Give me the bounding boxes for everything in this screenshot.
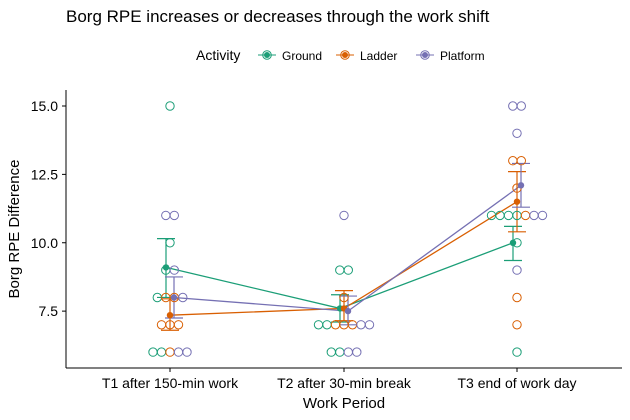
legend-title: Activity — [196, 47, 240, 63]
data-point — [339, 210, 349, 221]
mean-point — [170, 294, 178, 301]
data-point — [173, 320, 184, 330]
mean-point — [166, 312, 174, 319]
data-point — [156, 347, 167, 357]
data-point — [322, 320, 332, 330]
data-point — [512, 128, 522, 139]
mean-point — [344, 307, 352, 315]
legend-item-ground: Ground — [258, 49, 322, 63]
data-point — [335, 265, 345, 275]
data-point — [364, 320, 375, 330]
y-tick-label: 12.5 — [31, 166, 58, 182]
mean-point — [517, 182, 525, 189]
plot-area: 7.5 10.0 12.5 15.0 T1 after 150-min work T2 … — [31, 90, 622, 391]
legend-key-circle — [420, 50, 430, 60]
chart-title: Borg RPE increases or decreases through … — [66, 7, 490, 26]
data-point — [512, 320, 522, 330]
data-point — [165, 238, 175, 248]
y-tick-label: 15.0 — [31, 98, 58, 114]
legend: Activity Ground Ladder Platform — [196, 47, 485, 63]
legend-items: Ground Ladder Platform — [258, 49, 485, 63]
mean-point — [509, 239, 517, 246]
y-tick-label: 7.5 — [39, 303, 59, 319]
legend-label: Ladder — [360, 49, 397, 63]
x-tick-label: T2 after 30-min break — [277, 375, 412, 391]
legend-key-circle — [340, 50, 350, 60]
mean-points — [162, 182, 525, 319]
data-points — [148, 101, 548, 357]
legend-item-ladder: Ladder — [336, 49, 397, 63]
legend-key-dot — [342, 52, 348, 58]
data-point — [352, 347, 362, 357]
legend-key-dot — [264, 52, 270, 58]
legend-key-circle — [262, 50, 272, 60]
y-tick-label: 10.0 — [31, 235, 58, 251]
data-point — [503, 210, 514, 221]
data-point — [156, 320, 167, 330]
data-point — [165, 101, 175, 111]
data-point — [537, 210, 548, 221]
mean-point — [513, 198, 521, 205]
data-point — [178, 292, 188, 303]
data-point — [339, 292, 349, 303]
data-point — [512, 292, 522, 303]
legend-key-dot — [422, 52, 428, 58]
data-point — [161, 210, 171, 221]
series-line-platform — [173, 184, 522, 312]
x-tick-label: T1 after 150-min work — [102, 375, 239, 391]
data-point — [516, 101, 526, 111]
y-axis-label: Borg RPE Difference — [6, 160, 23, 299]
data-point — [169, 210, 180, 221]
x-tick-label: T3 end of work day — [457, 375, 576, 391]
mean-point — [162, 264, 170, 271]
data-point — [520, 210, 531, 221]
data-point — [165, 347, 175, 357]
data-point — [169, 265, 180, 275]
data-point — [343, 347, 353, 357]
data-point — [313, 320, 324, 330]
data-point — [512, 265, 522, 275]
data-point — [512, 347, 522, 357]
y-ticks: 7.5 10.0 12.5 15.0 — [31, 98, 66, 319]
x-axis-label: Work Period — [303, 395, 385, 412]
legend-label: Platform — [440, 49, 485, 63]
data-point — [529, 210, 539, 221]
data-point — [508, 101, 518, 111]
data-point — [356, 320, 366, 330]
data-point — [326, 347, 336, 357]
data-point — [173, 347, 184, 357]
data-point — [148, 347, 158, 357]
legend-label: Ground — [282, 49, 322, 63]
data-point — [343, 265, 353, 275]
data-point — [182, 347, 192, 357]
legend-item-platform: Platform — [416, 49, 485, 63]
data-point — [335, 347, 345, 357]
data-point — [516, 156, 526, 166]
x-ticks: T1 after 150-min work T2 after 30-min bre… — [102, 368, 577, 391]
